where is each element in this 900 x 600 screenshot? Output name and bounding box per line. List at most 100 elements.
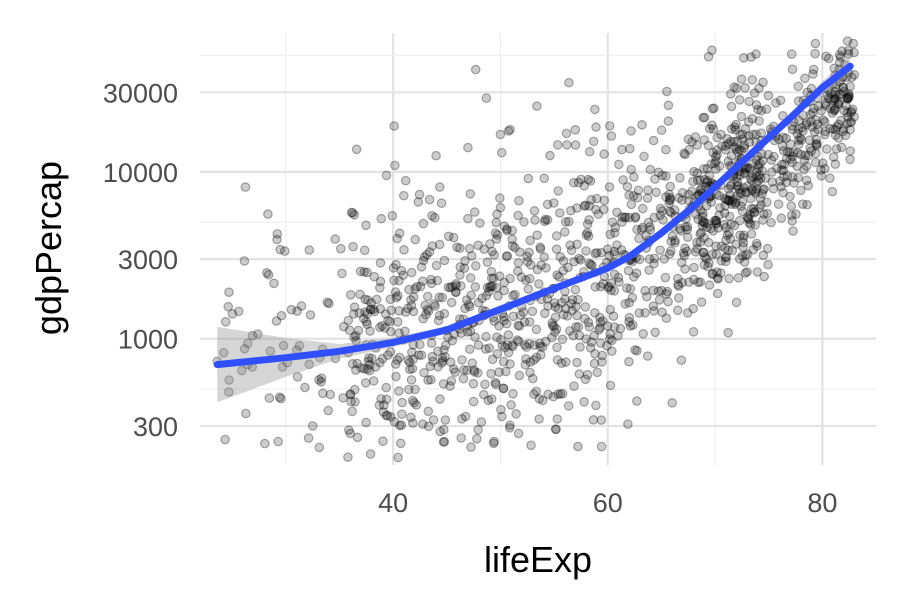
data-point [365,449,376,459]
data-point [751,49,761,59]
data-point [338,393,348,403]
data-point [501,318,512,329]
data-point [676,226,686,236]
data-point [563,401,574,411]
data-point [669,205,680,215]
data-point [374,400,385,410]
data-point [574,369,585,379]
data-point [695,205,706,216]
data-point [710,158,720,169]
data-point [711,241,721,251]
data-point [537,342,548,352]
data-point [564,77,574,88]
data-point [562,311,573,321]
data-point [630,213,641,223]
data-point [739,169,750,179]
data-point [721,235,731,245]
data-point [505,273,515,284]
data-point [439,436,450,447]
data-point [376,394,386,404]
data-point [712,273,723,283]
data-point [456,433,466,443]
data-point [575,255,586,265]
data-point [740,83,750,93]
data-point [460,411,471,422]
data-point [722,133,732,144]
data-point [557,334,568,345]
data-point [692,168,703,178]
y-tick-label: 30000 [103,78,178,108]
data-point [547,332,557,343]
data-point [731,172,742,182]
data-point [343,425,354,435]
data-point [838,124,849,134]
data-point [432,275,443,286]
data-point [385,347,396,357]
data-point [682,224,692,235]
data-point [584,322,595,332]
data-point [846,117,857,127]
data-point [725,181,736,191]
data-point [403,384,414,395]
data-point [741,162,752,173]
data-point [465,189,476,199]
data-point [723,195,734,205]
data-point [422,291,433,302]
data-point [784,147,795,158]
data-point [556,358,567,368]
data-point [400,326,410,337]
data-point [456,328,466,338]
data-point [503,126,514,136]
data-point [524,273,535,284]
data-point [840,130,851,141]
data-point [823,53,834,64]
data-point [842,118,852,129]
data-point [499,277,510,288]
data-point [305,310,316,320]
data-point [393,452,403,463]
data-point [488,273,499,284]
data-point [649,306,659,316]
data-point [552,414,563,424]
data-point [781,133,791,144]
data-point [723,327,733,338]
data-point [352,432,363,443]
data-point [711,215,721,226]
data-point [570,125,581,135]
data-point [593,209,604,219]
data-point [634,254,645,265]
data-point [513,428,524,439]
data-point [558,309,569,320]
data-point [696,227,706,238]
data-point [692,237,702,248]
data-point [572,310,582,321]
data-point [825,88,836,98]
data-point [841,100,851,111]
data-point [358,313,369,324]
data-point [825,103,836,114]
data-point [605,304,615,315]
data-point [842,93,853,104]
data-point [531,386,542,397]
data-point [753,160,764,171]
data-point [698,164,709,174]
data-point [746,229,757,239]
data-point [491,282,502,293]
data-point [539,173,549,184]
data-point [800,150,811,161]
data-point [278,340,289,351]
data-point [588,414,599,425]
data-point [424,247,435,257]
data-point [522,251,532,262]
data-point [545,150,555,161]
data-point [363,353,374,363]
data-point [650,174,660,184]
data-point [494,193,505,203]
data-point [732,190,742,201]
data-point [643,217,654,228]
data-point [703,140,714,151]
data-point [728,194,739,205]
data-point [277,362,288,372]
data-point [673,279,683,290]
data-point [360,307,370,317]
